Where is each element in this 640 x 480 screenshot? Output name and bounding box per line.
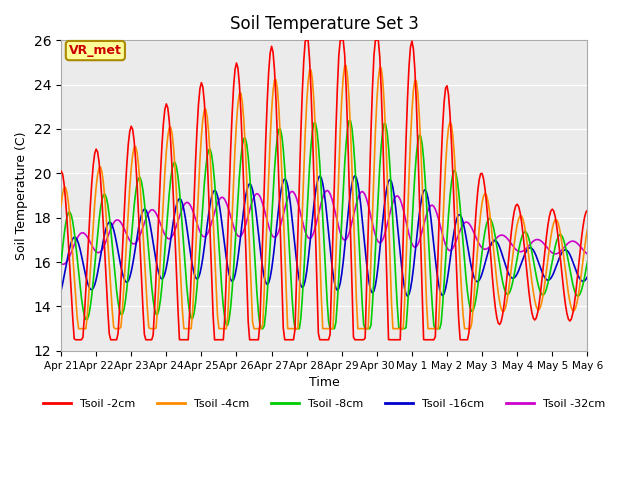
Text: VR_met: VR_met bbox=[69, 44, 122, 57]
X-axis label: Time: Time bbox=[309, 376, 340, 389]
Legend: Tsoil -2cm, Tsoil -4cm, Tsoil -8cm, Tsoil -16cm, Tsoil -32cm: Tsoil -2cm, Tsoil -4cm, Tsoil -8cm, Tsoi… bbox=[38, 395, 610, 414]
Title: Soil Temperature Set 3: Soil Temperature Set 3 bbox=[230, 15, 419, 33]
Y-axis label: Soil Temperature (C): Soil Temperature (C) bbox=[15, 131, 28, 260]
